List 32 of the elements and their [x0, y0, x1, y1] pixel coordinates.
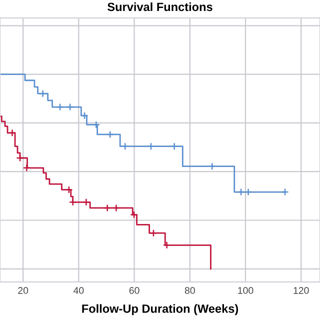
point	[68, 198, 77, 206]
point	[65, 186, 73, 194]
point	[150, 229, 158, 237]
point	[112, 204, 120, 212]
point	[170, 142, 178, 150]
point	[162, 241, 171, 250]
point	[8, 129, 16, 137]
x-tick-label: 40	[73, 287, 84, 294]
point	[22, 164, 31, 172]
x-axis-title: Follow-Up Duration (Weeks)	[82, 304, 238, 316]
point	[38, 90, 47, 98]
point	[121, 142, 129, 150]
point	[208, 162, 216, 170]
point	[82, 198, 90, 206]
point	[56, 103, 64, 111]
point	[281, 188, 289, 196]
point	[130, 210, 138, 219]
point	[244, 188, 252, 196]
point	[16, 154, 24, 162]
x-tick-label: 100	[238, 287, 254, 294]
point	[106, 130, 114, 138]
chart-title: Survival Functions	[108, 2, 212, 12]
point	[80, 112, 88, 120]
x-tick-label: 20	[18, 287, 28, 294]
point	[66, 103, 74, 111]
x-tick-label: 60	[129, 287, 140, 294]
point	[103, 204, 112, 212]
x-tick-label: 80	[184, 287, 195, 294]
point	[92, 120, 100, 129]
point	[147, 142, 155, 150]
x-tick-label: 120	[294, 287, 309, 294]
point	[237, 188, 245, 196]
